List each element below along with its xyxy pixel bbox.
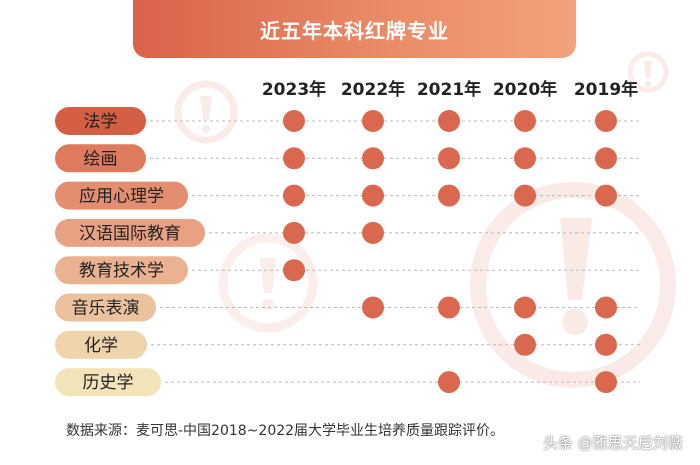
title-banner: 近五年本科红牌专业 bbox=[133, 0, 576, 58]
category-label: 绘画 bbox=[84, 149, 118, 169]
redcard-dot bbox=[283, 110, 305, 132]
category-pill bbox=[55, 256, 188, 285]
warning-icon-small-right bbox=[627, 51, 669, 93]
redcard-dot bbox=[362, 110, 384, 132]
category-pill bbox=[55, 218, 205, 247]
redcard-dot bbox=[283, 259, 305, 282]
year-label: 2020年 bbox=[493, 79, 557, 100]
redcard-dot bbox=[438, 147, 460, 170]
redcard-dot bbox=[595, 110, 617, 132]
redcard-dot bbox=[438, 184, 460, 207]
redcard-dot bbox=[283, 147, 305, 170]
redcard-dot bbox=[595, 333, 617, 356]
redcard-dot bbox=[362, 221, 384, 244]
year-label: 2022年 bbox=[341, 79, 405, 100]
redcard-dot bbox=[362, 296, 384, 319]
source-note: 数据来源：麦可思-中国2018~2022届大学毕业生培养质量跟踪评价。 bbox=[66, 423, 505, 439]
category-label: 应用心理学 bbox=[79, 187, 164, 207]
redcard-dot bbox=[514, 333, 536, 356]
category-pill bbox=[55, 144, 146, 173]
warning-icon-medium bbox=[218, 233, 318, 333]
redcard-dot bbox=[595, 371, 617, 394]
year-label: 2021年 bbox=[417, 79, 481, 100]
category-label: 历史学 bbox=[83, 373, 134, 393]
watermark: 头条 @雅思天后刘薇 bbox=[543, 434, 683, 452]
redcard-dot bbox=[514, 110, 536, 132]
redcard-dot bbox=[438, 110, 460, 132]
chart-title: 近五年本科红牌专业 bbox=[260, 18, 449, 43]
warning-icon-small-left bbox=[174, 80, 238, 144]
redcard-dot bbox=[283, 184, 305, 207]
category-pill bbox=[55, 368, 161, 397]
category-pill bbox=[55, 181, 188, 210]
redcard-dot bbox=[438, 296, 460, 319]
category-label: 教育技术学 bbox=[79, 261, 164, 281]
category-label: 汉语国际教育 bbox=[79, 224, 181, 244]
category-label: 法学 bbox=[84, 112, 118, 132]
redcard-dot bbox=[514, 147, 536, 170]
year-label: 2019年 bbox=[574, 79, 638, 100]
redcard-dot bbox=[595, 296, 617, 319]
warning-icon-large bbox=[470, 182, 676, 388]
category-label: 音乐表演 bbox=[72, 299, 140, 319]
redcard-dot bbox=[438, 371, 460, 394]
redcard-dot bbox=[514, 296, 536, 319]
redcard-dot bbox=[595, 184, 617, 207]
category-pill bbox=[55, 330, 147, 359]
category-pill bbox=[55, 293, 156, 322]
redcard-dot bbox=[283, 221, 305, 244]
redcard-dot bbox=[514, 184, 536, 207]
year-label: 2023年 bbox=[262, 79, 326, 100]
redcard-dot bbox=[595, 147, 617, 170]
redcard-dot bbox=[362, 147, 384, 170]
redcard-dot bbox=[362, 184, 384, 207]
category-pill bbox=[55, 107, 146, 135]
category-label: 化学 bbox=[84, 336, 118, 356]
